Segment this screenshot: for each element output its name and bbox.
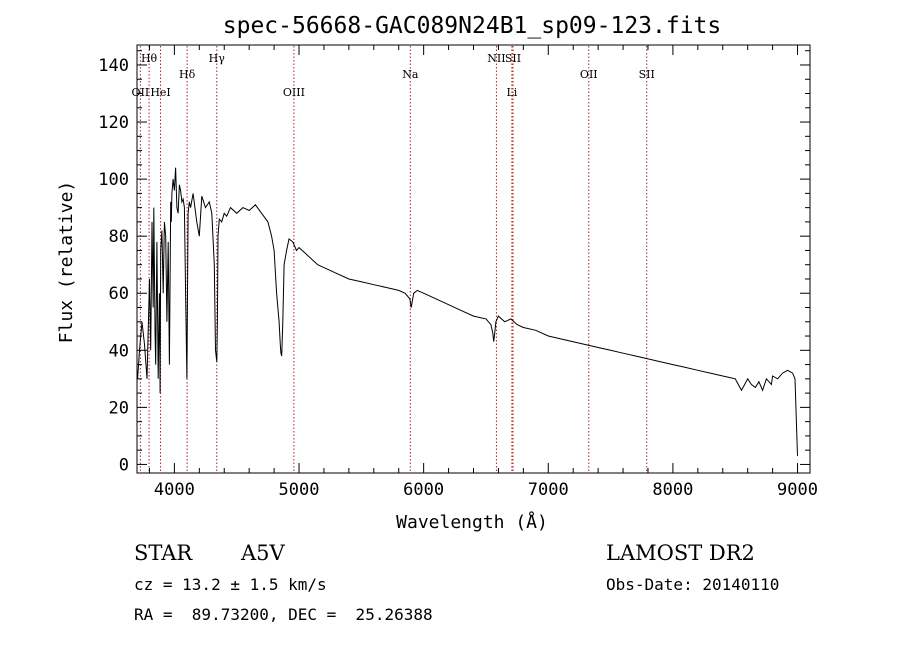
- object-subclass: A5V: [240, 541, 286, 565]
- coordinates-readout: RA = 89.73200, DEC = 25.26388: [134, 605, 433, 624]
- chart-title: spec-56668-GAC089N24B1_sp09-123.fits: [223, 13, 722, 39]
- x-tick-label: 7000: [528, 480, 569, 500]
- axis-ticks: 4000 5000 6000 7000 8000 9000 0 20 40 60 80 100 120 1…: [98, 45, 818, 500]
- y-tick-label: 40: [109, 341, 129, 361]
- spectral-line-label: NII: [487, 52, 505, 65]
- x-tick-label: 5000: [279, 480, 320, 500]
- spectral-line-label: HeI: [150, 86, 170, 99]
- x-tick-label: 8000: [652, 480, 693, 500]
- y-tick-label: 100: [98, 170, 129, 190]
- spectral-line-label: OII: [132, 86, 150, 99]
- y-tick-label: 20: [109, 398, 129, 418]
- spectral-line-label: OIII: [283, 86, 305, 99]
- x-axis-label: Wavelength (Å): [396, 511, 548, 533]
- spectral-line-label: SII: [639, 68, 655, 81]
- spectral-line-label: Hγ: [209, 52, 226, 65]
- y-tick-label: 140: [98, 56, 129, 76]
- y-tick-label: 120: [98, 113, 129, 133]
- y-tick-label: 0: [119, 455, 129, 475]
- spectral-line-label: SII: [505, 52, 521, 65]
- spectral-line-label: Li: [506, 86, 517, 99]
- spectral-line-label: Na: [402, 68, 419, 81]
- spectral-line-label: Hδ: [179, 68, 196, 81]
- spectral-line-label: Hθ: [141, 52, 158, 65]
- spectral-line-label: OII: [580, 68, 598, 81]
- survey-name: LAMOST DR2: [606, 541, 755, 565]
- plot-frame: [136, 44, 811, 474]
- redshift-readout: cz = 13.2 ± 1.5 km/s: [134, 575, 327, 594]
- spectrum-series-line: [137, 167, 798, 456]
- x-tick-label: 4000: [154, 480, 195, 500]
- y-axis-label: Flux (relative): [56, 181, 77, 344]
- x-tick-label: 6000: [403, 480, 444, 500]
- obs-date: Obs-Date: 20140110: [606, 575, 779, 594]
- object-class: STAR: [134, 541, 193, 565]
- y-tick-label: 80: [109, 227, 129, 247]
- x-tick-label: 9000: [777, 480, 818, 500]
- y-tick-label: 60: [109, 284, 129, 304]
